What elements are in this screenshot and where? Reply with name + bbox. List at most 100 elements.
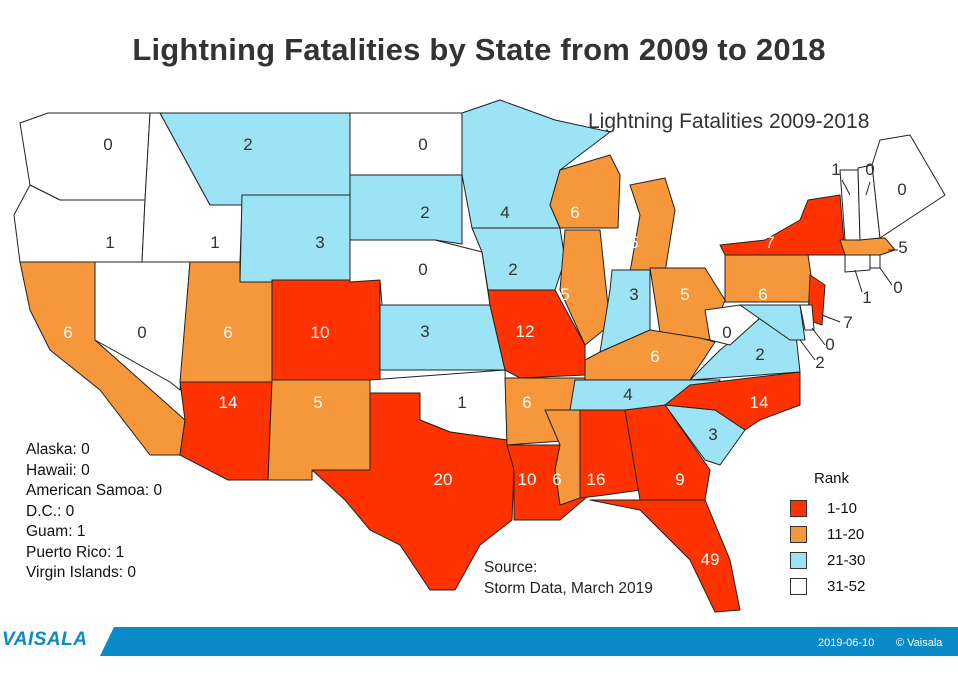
page-title: Lightning Fatalities by State from 2009 … — [132, 32, 826, 67]
state-value-ut: 6 — [223, 323, 232, 342]
state-value-ga: 9 — [675, 470, 684, 489]
state-ri — [869, 254, 881, 269]
legend-item: 11-20 — [790, 521, 865, 547]
state-me — [871, 134, 946, 239]
state-value-tn: 4 — [623, 385, 632, 404]
state-value-la: 10 — [518, 470, 537, 489]
territory-item: Guam: 1 — [26, 523, 86, 540]
territory-item: Puerto Rico: 1 — [26, 543, 125, 561]
territory-item: American Samoa: 0 — [26, 482, 163, 499]
territory-item: Hawaii: 0 — [26, 461, 90, 479]
state-value-md: 2 — [815, 353, 824, 372]
state-value-vt: 1 — [831, 160, 840, 179]
state-wy — [239, 194, 351, 283]
state-value-ca: 6 — [63, 323, 72, 342]
state-ks — [379, 304, 506, 371]
state-value-wy: 3 — [315, 233, 324, 252]
state-value-mt: 2 — [243, 135, 252, 154]
state-value-ny: 7 — [765, 233, 774, 252]
legend: Rank 1-10 11-20 21-30 31-52 — [790, 470, 865, 599]
state-value-nd: 0 — [418, 135, 427, 154]
state-value-az: 14 — [219, 393, 238, 412]
source-label: Source: — [484, 559, 538, 576]
state-value-ne: 0 — [418, 260, 427, 279]
state-value-or: 1 — [105, 233, 114, 252]
state-value-nc: 14 — [750, 393, 769, 412]
state-pa — [724, 254, 816, 303]
state-wi — [549, 154, 621, 229]
leader-line — [854, 269, 863, 293]
state-fl — [589, 499, 741, 613]
state-value-me: 0 — [897, 180, 906, 199]
state-value-wa: 0 — [103, 135, 112, 154]
state-ga — [624, 404, 711, 501]
state-al — [579, 409, 641, 499]
legend-title: Rank — [814, 470, 850, 487]
state-mi — [629, 177, 676, 273]
state-value-id: 1 — [210, 233, 219, 252]
state-value-ms: 6 — [552, 470, 561, 489]
state-ct — [844, 254, 871, 273]
leader-line — [811, 327, 826, 346]
state-value-nh: 0 — [865, 160, 874, 179]
footer-date: 2019-06-10 — [818, 637, 875, 649]
legend-swatch — [790, 551, 807, 569]
state-nd — [349, 112, 463, 176]
state-value-pa: 6 — [758, 285, 767, 304]
vaisala-logo: VAISALA — [2, 629, 88, 650]
legend-item: 1-10 — [790, 495, 865, 521]
leader-line — [821, 314, 841, 323]
state-value-mn: 4 — [500, 203, 509, 222]
state-value-va: 2 — [755, 345, 764, 364]
state-value-ct: 1 — [862, 288, 871, 307]
footer-copyright: © Vaisala — [896, 637, 943, 649]
state-tx — [311, 392, 515, 591]
state-value-ma: 5 — [898, 238, 907, 257]
state-ma — [839, 237, 896, 256]
state-md — [739, 304, 806, 341]
state-wv — [704, 304, 761, 346]
state-value-ar: 6 — [522, 393, 531, 412]
state-value-nm: 5 — [313, 393, 322, 412]
state-value-nv: 0 — [137, 323, 146, 342]
state-mo — [487, 289, 586, 379]
legend-swatch — [790, 499, 807, 517]
state-value-al: 16 — [587, 470, 606, 489]
legend-swatch — [790, 577, 807, 595]
state-value-ri: 0 — [893, 278, 902, 297]
territory-list: Alaska: 0 Hawaii: 0 American Samoa: 0 D.… — [26, 440, 162, 584]
legend-swatch — [790, 525, 807, 543]
territory-item: D.C.: 0 — [26, 502, 75, 520]
state-value-wi: 6 — [570, 203, 579, 222]
footer-band — [100, 627, 958, 656]
territory-item: Virgin Islands: 0 — [26, 564, 136, 581]
state-nc — [664, 371, 801, 431]
footer-bar — [0, 627, 958, 656]
legend-label: 21-30 — [827, 551, 866, 569]
state-value-mi: 5 — [629, 233, 638, 252]
leader-line — [865, 181, 871, 196]
state-value-de: 0 — [825, 335, 834, 354]
state-value-ks: 3 — [420, 322, 429, 341]
footer-notch — [100, 627, 114, 656]
state-value-in: 3 — [629, 285, 638, 304]
state-value-sd: 2 — [420, 203, 429, 222]
state-value-mo: 12 — [516, 322, 535, 341]
state-value-sc: 3 — [708, 425, 717, 444]
leader-line — [879, 267, 893, 286]
state-value-ky: 6 — [650, 347, 659, 366]
territory-item: Alaska: 0 — [26, 441, 90, 458]
state-value-fl: 49 — [701, 550, 720, 569]
state-value-tx: 20 — [434, 470, 453, 489]
legend-item: 31-52 — [790, 573, 865, 599]
state-value-il: 5 — [560, 285, 569, 304]
state-sd — [349, 174, 463, 245]
state-value-co: 10 — [311, 323, 330, 342]
legend-label: 31-52 — [827, 577, 866, 595]
leader-line — [799, 339, 816, 361]
leader-line — [841, 179, 851, 196]
state-value-nj: 7 — [843, 313, 852, 332]
legend-item: 21-30 — [790, 547, 865, 573]
legend-label: 11-20 — [827, 525, 865, 543]
